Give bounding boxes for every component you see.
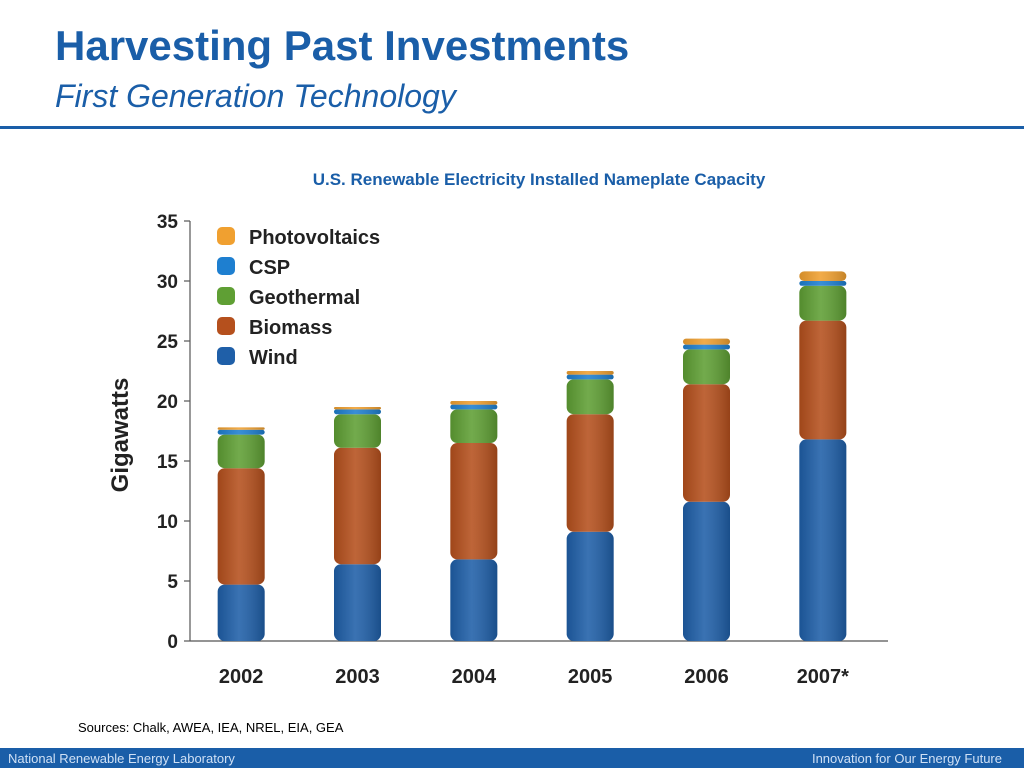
chart-axes: 0 5 10 15 20 25 30 35	[157, 212, 888, 653]
y-tick-label: 0	[167, 632, 178, 653]
x-tick-label: 2003	[335, 666, 380, 688]
x-tick-label: 2006	[684, 666, 729, 688]
bar-segment-shade	[450, 409, 498, 443]
y-tick-label: 30	[157, 272, 178, 293]
legend-label-geothermal: Geothermal	[249, 287, 360, 309]
y-tick-label: 35	[157, 212, 179, 233]
sources-note: Sources: Chalk, AWEA, IEA, NREL, EIA, GE…	[78, 720, 344, 735]
y-tick-label: 10	[157, 512, 178, 533]
title-divider	[0, 126, 1024, 129]
legend-swatch-wind	[217, 347, 235, 365]
bar-stack	[799, 271, 847, 641]
y-tick-label: 25	[157, 332, 179, 353]
bar-stack	[217, 427, 265, 641]
x-tick-label: 2005	[568, 666, 613, 688]
legend-swatch-csp	[217, 257, 235, 275]
bar-segment-shade	[334, 447, 381, 565]
x-tick-label: 2004	[452, 666, 497, 688]
bar-segment-shade	[683, 384, 730, 502]
legend-swatch-photovoltaics	[217, 227, 235, 245]
legend-swatch-biomass	[217, 317, 235, 335]
bar-segment-shade	[799, 281, 847, 286]
bar-segment-shade	[450, 404, 498, 410]
x-tick-label: 2002	[219, 666, 264, 688]
bar-segment-shade	[799, 439, 847, 641]
bar-segment-shade	[683, 501, 730, 641]
bar-segment-shade	[334, 564, 381, 641]
y-tick-label: 5	[167, 572, 178, 593]
legend-label-biomass: Biomass	[249, 317, 332, 339]
bar-segment-shade	[217, 584, 265, 641]
bar-segment-shade	[799, 285, 847, 321]
bar-segment-shade	[566, 379, 614, 415]
bar-segment-shade	[450, 443, 498, 560]
bar-stack	[334, 407, 381, 641]
footer-bar: National Renewable Energy Laboratory Inn…	[0, 748, 1024, 768]
bar-segment-shade	[334, 409, 381, 415]
bar-segment-shade	[217, 429, 265, 435]
bar-stack	[450, 401, 498, 641]
legend-swatch-geothermal	[217, 287, 235, 305]
bar-segment-shade	[566, 374, 614, 380]
bar-segment-shade	[334, 407, 381, 410]
footer-tagline: Innovation for Our Energy Future	[811, 751, 1002, 766]
y-tick-label: 20	[157, 392, 178, 413]
bar-segment-shade	[566, 531, 614, 641]
bar-segment-shade	[799, 271, 847, 281]
bar-stack	[566, 371, 614, 641]
bar-segment-shade	[450, 559, 498, 641]
bar-segment-shade	[683, 344, 730, 350]
y-axis-label: Gigawatts	[107, 378, 134, 493]
footer-organization: National Renewable Energy Laboratory	[8, 751, 235, 766]
bar-stack	[683, 338, 730, 641]
legend-label-wind: Wind	[249, 347, 298, 369]
bar-segment-shade	[217, 434, 265, 469]
bar-segment-shade	[566, 414, 614, 532]
y-tick-label: 15	[157, 452, 179, 473]
legend-label-csp: CSP	[249, 257, 290, 279]
x-tick-label: 2007*	[797, 666, 849, 688]
chart-title: U.S. Renewable Electricity Installed Nam…	[312, 170, 766, 189]
chart-legend: Photovoltaics CSP Geothermal Biomass Wind	[217, 227, 380, 369]
chart-bars: 2002 2003 2004 2005 2006 2007*	[217, 271, 849, 688]
bar-segment-shade	[683, 349, 730, 385]
bar-segment-shade	[334, 414, 381, 448]
legend-label-photovoltaics: Photovoltaics	[249, 227, 380, 249]
bar-segment-shade	[683, 338, 730, 345]
slide-title: Harvesting Past Investments	[55, 22, 630, 69]
bar-segment-shade	[566, 371, 614, 375]
stacked-bar-chart: 0 5 10 15 20 25 30 35 2002 2003 2004 2005 2006 2007*…	[107, 212, 888, 688]
slide-subtitle: First Generation Technology	[55, 78, 456, 114]
bar-segment-shade	[217, 427, 265, 430]
bar-segment-shade	[799, 320, 847, 440]
bar-segment-shade	[450, 401, 498, 405]
bar-segment-shade	[217, 468, 265, 585]
